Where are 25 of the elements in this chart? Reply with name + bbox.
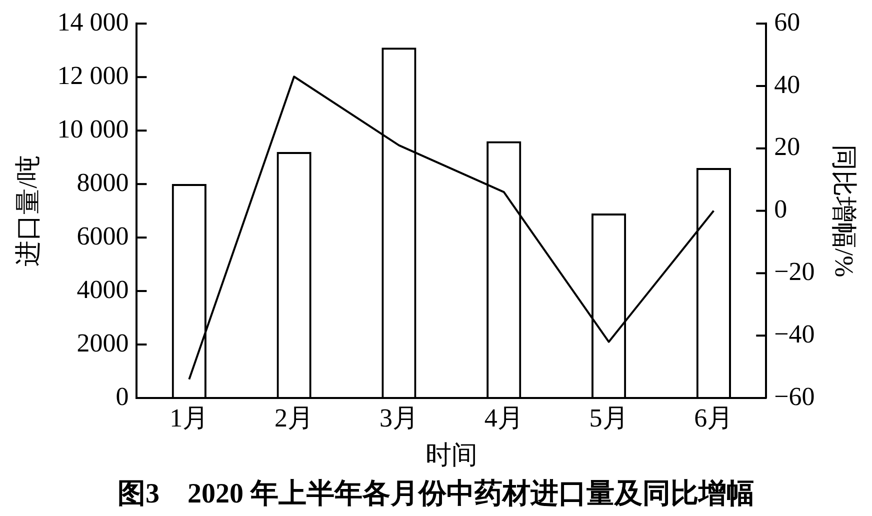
x-tick-label: 3月 [379,403,418,432]
y2-tick-label: −20 [774,257,815,286]
y-tick-label: 10 000 [57,114,129,144]
y-axis-title: 进口量/吨 [13,155,42,266]
x-tick-label: 5月 [589,403,628,432]
y2-tick-label: −40 [774,319,815,348]
x-axis-title: 时间 [425,440,478,470]
x-tick-label: 2月 [274,403,314,432]
y-tick-label: 8000 [76,168,129,197]
text: 图3 2020 年上半年各月份中药材进口量及同比增幅 [118,478,754,510]
y2-tick-label: 20 [774,132,800,162]
y-tick-label: 12 000 [57,60,129,90]
y-tick-label: 4000 [76,274,129,304]
y2-axis-title: 同比增幅/% [830,144,859,278]
y2-tick-label: 0 [774,194,788,224]
y-tick-label: 0 [116,382,129,411]
x-tick-label: 6月 [694,403,734,432]
x-tick-label: 4月 [484,403,524,432]
y2-tick-label: −60 [774,382,815,411]
y2-tick-label: 40 [774,70,800,99]
y2-tick-label: 60 [774,7,800,36]
y-tick-label: 2000 [76,328,129,358]
x-tick-label: 1月 [170,403,209,432]
y-tick-label: 14 000 [57,7,129,36]
y-tick-label: 6000 [76,221,129,250]
